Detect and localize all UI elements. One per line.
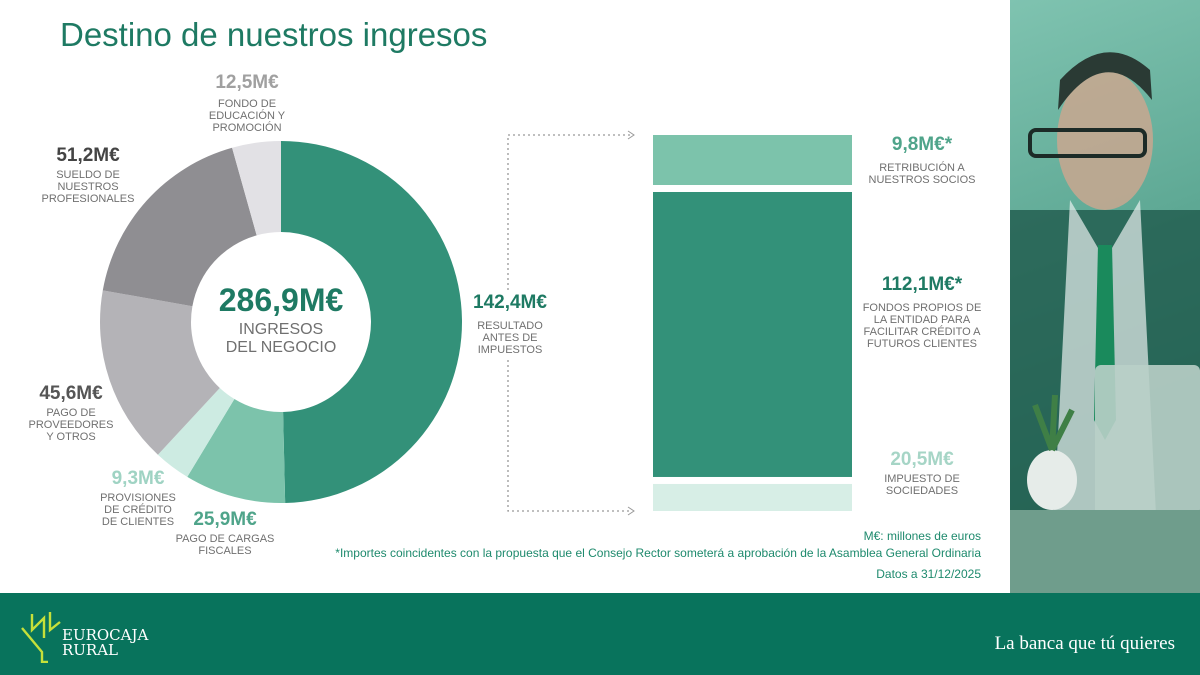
bar-segment-1 xyxy=(653,192,852,477)
slice-label-provisiones: 9,3M€ PROVISIONES DE CRÉDITO DE CLIENTES xyxy=(100,468,176,528)
bar-label-socios: 9,8M€* RETRIBUCIÓN A NUESTROS SOCIOS xyxy=(868,134,976,186)
footnote: *Importes coincidentes con la propuesta … xyxy=(335,546,981,560)
stacked-bar xyxy=(653,135,852,511)
bar-segment-0 xyxy=(653,135,852,185)
donut-slice-3 xyxy=(100,290,220,455)
logo-line2: RURAL xyxy=(62,641,119,659)
donut-slice-4 xyxy=(102,147,257,307)
slice-label-cargas: 25,9M€ PAGO DE CARGAS FISCALES xyxy=(175,509,275,557)
slogan: La banca que tú quieres xyxy=(994,633,1175,654)
bracket-connector xyxy=(507,134,632,512)
footer-bar: EUROCAJA RURAL La banca que tú quieres xyxy=(0,593,1200,675)
logo-hand-icon xyxy=(21,612,61,664)
businessman-photo xyxy=(1010,0,1200,593)
center-value: 286,9M€ xyxy=(218,282,344,318)
chart-canvas xyxy=(100,130,852,516)
bar-label-fondos: 112,1M€* FONDOS PROPIOS DE LA ENTIDAD PA… xyxy=(862,274,982,350)
page-title: Destino de nuestros ingresos xyxy=(60,16,488,53)
date-note: Datos a 31/12/2025 xyxy=(876,567,981,581)
eurocaja-logo[interactable]: EUROCAJA RURAL xyxy=(20,608,148,668)
slice-label-sueldo: 51,2M€ SUELDO DE NUESTROS PROFESIONALES xyxy=(41,145,135,205)
arrow-bottom-icon xyxy=(627,506,635,516)
center-label: INGRESOS DEL NEGOCIO xyxy=(225,321,337,356)
donut-slice-1 xyxy=(187,398,286,503)
donut-slice-5 xyxy=(232,141,281,236)
logo-line1: EUROCAJA xyxy=(62,626,149,644)
slice-label-fondo: 12,5M€ FONDO DE EDUCACIÓN Y PROMOCIÓN xyxy=(208,72,286,134)
arrow-top-icon xyxy=(627,130,635,140)
bar-segment-2 xyxy=(653,483,852,511)
slice-label-resultado: 142,4M€ RESULTADO ANTES DE IMPUESTOS xyxy=(473,292,547,356)
bar-label-impuesto: 20,5M€ IMPUESTO DE SOCIEDADES xyxy=(884,449,960,497)
units-note: M€: millones de euros xyxy=(863,529,981,543)
donut-slice-2 xyxy=(157,387,235,477)
donut-slice-0 xyxy=(281,141,463,503)
donut-chart xyxy=(100,141,463,503)
slice-label-proveedores: 45,6M€ PAGO DE PROVEEDORES Y OTROS xyxy=(28,383,114,443)
